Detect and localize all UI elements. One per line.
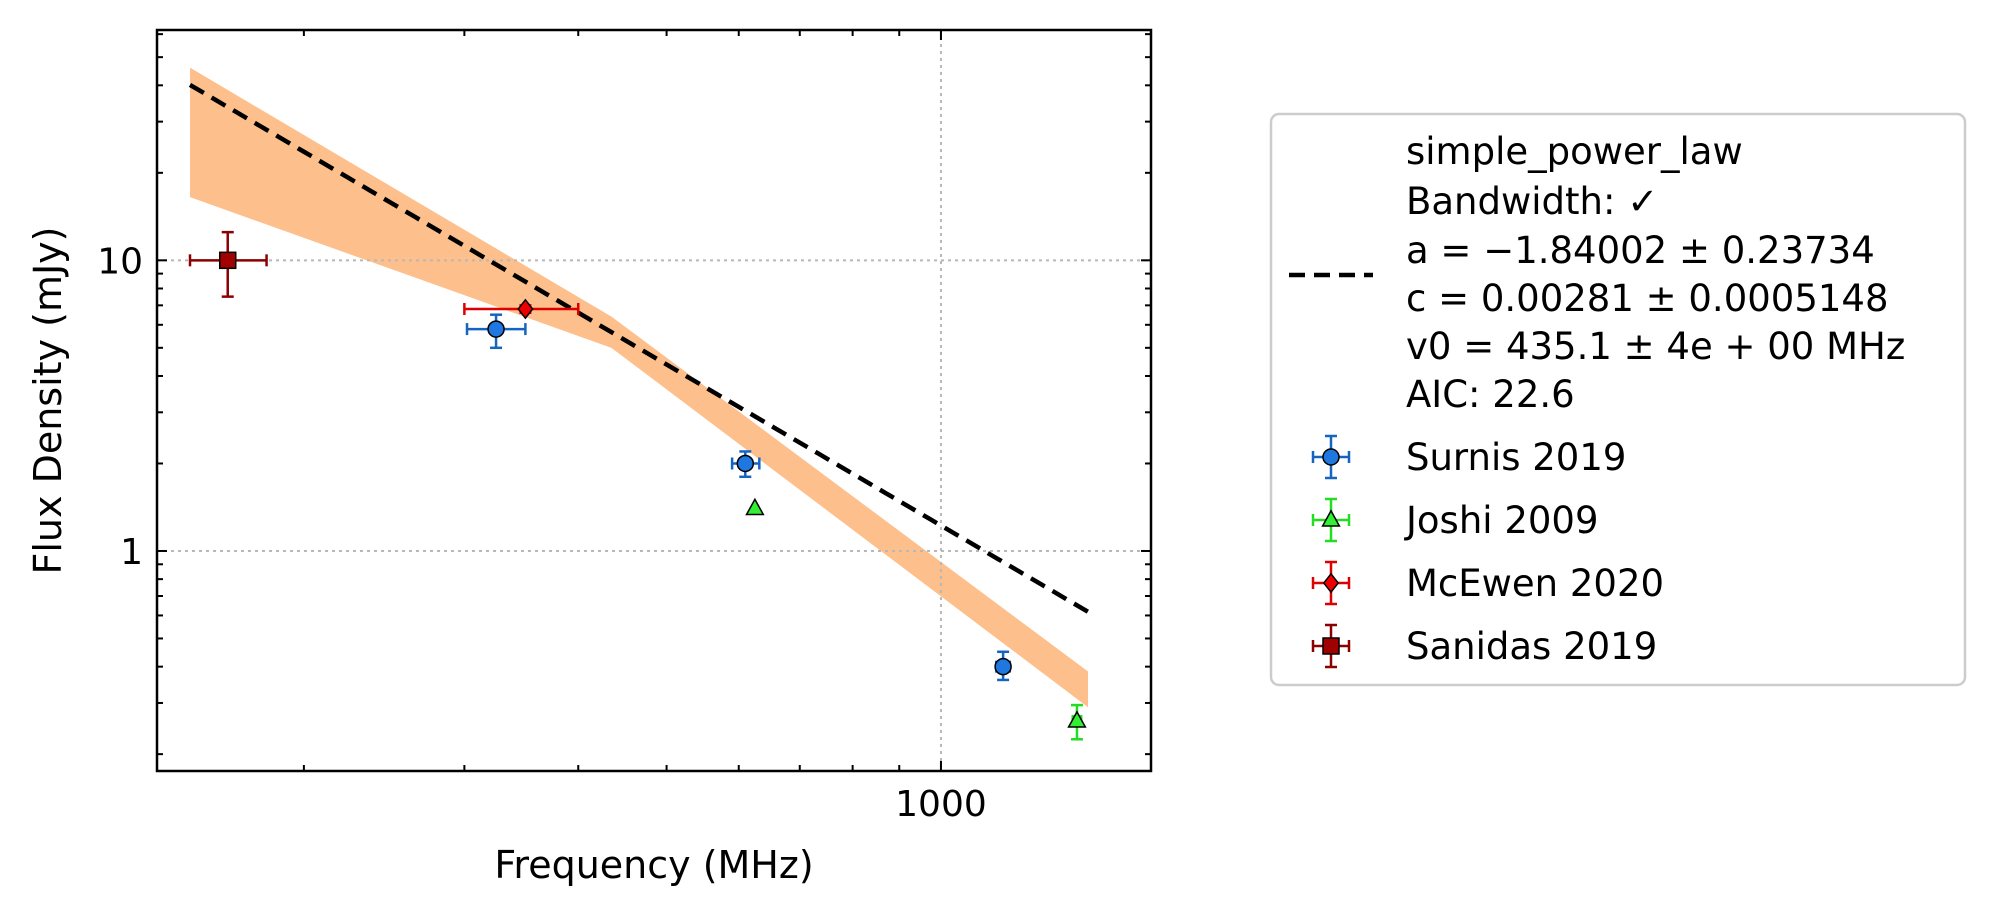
series-surnis-2019	[465, 313, 1012, 682]
legend-box	[1269, 112, 1967, 687]
legend-fit-text: c = 0.00281 ± 0.0005148	[1406, 277, 1888, 320]
legend-fit-text: AIC: 22.6	[1406, 373, 1575, 416]
y-tick-label: 1	[120, 532, 143, 573]
data-points	[188, 230, 1087, 741]
y-tick-label: 10	[97, 241, 143, 282]
x-axis-label: Frequency (MHz)	[494, 843, 813, 887]
axis-ticks	[157, 30, 1151, 771]
legend-marker	[1322, 572, 1340, 594]
tick-labels: 1000 10 1	[97, 241, 987, 825]
legend-fit-text: a = −1.84002 ± 0.23734	[1406, 229, 1875, 272]
series-joshi-2009	[745, 497, 1087, 741]
y-axis-label: Flux Density (mJy)	[26, 227, 70, 575]
grid	[157, 30, 1151, 771]
data-point	[517, 298, 534, 320]
data-point	[218, 251, 237, 270]
data-point	[736, 454, 755, 473]
fit-band	[190, 67, 1089, 708]
legend-marker	[1321, 509, 1341, 527]
data-point	[994, 657, 1012, 676]
legend-series-label: McEwen 2020	[1406, 562, 1664, 605]
data-point	[745, 497, 765, 516]
legend-marker	[1322, 637, 1340, 655]
x-tick-label: 1000	[895, 784, 987, 825]
legend-series-label: Surnis 2019	[1406, 436, 1626, 479]
fit-uncertainty-band	[190, 67, 1089, 708]
data-point	[1067, 710, 1087, 728]
legend: simple_power_law Bandwidth: ✓ a = −1.84002…	[1269, 112, 1967, 687]
series-mcewen-2020	[463, 298, 580, 320]
legend-series-label: Sanidas 2019	[1406, 625, 1657, 668]
legend-series-label: Joshi 2009	[1404, 499, 1598, 542]
legend-marker	[1322, 448, 1340, 466]
legend-fit-text: v0 = 435.1 ± 4e + 00 MHz	[1406, 325, 1905, 368]
legend-fit-text: simple_power_law	[1406, 130, 1743, 173]
plot-frame	[155, 28, 1153, 773]
legend-fit-text: Bandwidth: ✓	[1406, 180, 1658, 223]
series-sanidas-2019	[188, 230, 268, 298]
data-point	[487, 320, 505, 338]
